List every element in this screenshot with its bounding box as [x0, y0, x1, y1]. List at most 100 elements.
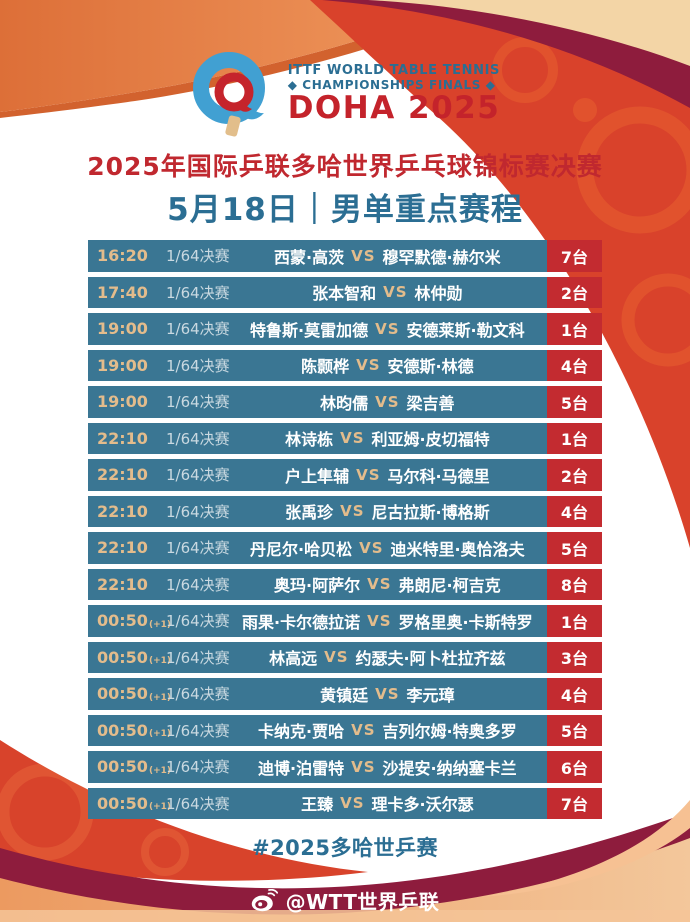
next-day-indicator: (+1): [149, 802, 172, 812]
match-time: 00:50: [97, 720, 148, 740]
player2-name: 沙提安·纳纳塞卡兰: [382, 758, 517, 778]
match-players: 迪博·泊雷特 VS 沙提安·纳纳塞卡兰: [230, 755, 545, 779]
match-players: 陈颢桦 VS 安德斯·林德: [230, 353, 545, 377]
schedule-row: 00:50 (+1) 1/64决赛 迪博·泊雷特 VS 沙提安·纳纳塞卡兰 6台: [88, 751, 602, 783]
match-round: 1/64决赛: [166, 429, 230, 448]
player2-name: 尼古拉斯·博格斯: [371, 503, 490, 523]
match-time: 19:00: [97, 319, 148, 339]
match-time: 22:10: [97, 465, 148, 485]
next-day-indicator: [149, 447, 166, 454]
next-day-indicator: [149, 338, 166, 345]
vs-label: VS: [367, 575, 392, 594]
player1-name: 陈颢桦: [301, 357, 350, 377]
vs-label: VS: [356, 356, 381, 375]
match-players: 黄镇廷 VS 李元璋: [230, 682, 545, 706]
match-players: 林昀儒 VS 梁吉善: [230, 390, 545, 414]
player2-name: 穆罕默德·赫尔米: [382, 247, 501, 267]
match-round: 1/64决赛: [166, 539, 230, 558]
next-day-indicator: [149, 411, 166, 418]
match-round: 1/64决赛: [166, 247, 230, 266]
table-number-badge: 1台: [547, 313, 602, 345]
table-number-badge: 2台: [547, 276, 602, 308]
match-players: 丹尼尔·哈贝松 VS 迪米特里·奥恰洛夫: [230, 536, 545, 560]
match-time: 22:10: [97, 538, 148, 558]
next-day-indicator: [149, 374, 166, 381]
table-number-badge: 5台: [547, 714, 602, 746]
match-players: 王臻 VS 理卡多·沃尔瑟: [230, 791, 545, 815]
schedule-row: 19:00 1/64决赛 林昀儒 VS 梁吉善 5台: [88, 386, 602, 418]
weibo-icon: [251, 889, 278, 912]
match-players: 特鲁斯·莫雷加德 VS 安德莱斯·勒文科: [230, 317, 545, 341]
match-time: 00:50: [97, 684, 148, 704]
next-day-indicator: (+1): [149, 765, 172, 776]
match-players: 林高远 VS 约瑟夫·阿卜杜拉齐兹: [230, 645, 545, 669]
vs-label: VS: [351, 721, 376, 740]
match-round: 1/64决赛: [166, 721, 230, 740]
next-day-indicator: [149, 484, 166, 491]
player1-name: 王臻: [301, 795, 334, 815]
next-day-indicator: (+1): [149, 692, 172, 703]
vs-label: VS: [340, 502, 365, 521]
match-round: 1/64决赛: [166, 283, 230, 302]
player2-name: 约瑟夫·阿卜杜拉齐兹: [355, 649, 506, 669]
match-time: 22:10: [97, 574, 148, 594]
player2-name: 利亚姆·皮切福特: [371, 430, 490, 450]
event-logo: ITTF WORLD TABLE TENNIS ◆ CHAMPIONSHIPS …: [0, 50, 690, 138]
next-day-indicator: [149, 265, 166, 272]
match-round: 1/64决赛: [166, 612, 230, 631]
vs-label: VS: [383, 283, 408, 302]
schedule-row: 22:10 1/64决赛 奥玛·阿萨尔 VS 弗朗尼·柯吉克 8台: [88, 568, 602, 600]
schedule-row: 19:00 1/64决赛 陈颢桦 VS 安德斯·林德 4台: [88, 349, 602, 381]
player1-name: 西蒙·高茨: [274, 247, 345, 267]
logo-text: ITTF WORLD TABLE TENNIS ◆ CHAMPIONSHIPS …: [288, 63, 501, 126]
vs-label: VS: [375, 684, 400, 703]
player1-name: 户上隼辅: [285, 466, 350, 486]
match-round: 1/64决赛: [166, 685, 230, 704]
schedule-row: 22:10 1/64决赛 丹尼尔·哈贝松 VS 迪米特里·奥恰洛夫 5台: [88, 532, 602, 564]
next-day-indicator: (+1): [149, 656, 172, 666]
match-time: 22:10: [97, 501, 148, 521]
player1-name: 林诗栋: [285, 430, 334, 450]
vs-label: VS: [340, 429, 365, 448]
logo-line1: ITTF WORLD TABLE TENNIS: [287, 62, 501, 78]
hashtag: #2025多哈世乒赛: [251, 836, 439, 860]
table-number-badge: 3台: [547, 641, 602, 673]
player1-name: 卡纳克·贾哈: [258, 722, 345, 742]
match-players: 雨果·卡尔德拉诺 VS 罗格里奥·卡斯特罗: [230, 609, 545, 633]
player1-name: 林昀儒: [320, 393, 369, 413]
vs-label: VS: [375, 392, 400, 411]
table-number-badge: 4台: [547, 495, 602, 527]
schedule-row: 22:10 1/64决赛 林诗栋 VS 利亚姆·皮切福特 1台: [88, 422, 602, 454]
vs-label: VS: [351, 757, 376, 776]
wttc-logo-mark: [192, 52, 265, 137]
match-time: 22:10: [97, 428, 148, 448]
schedule-row: 00:50 (+1) 1/64决赛 卡纳克·贾哈 VS 吉列尔姆·特奥多罗 5台: [88, 714, 602, 746]
match-time: 00:50: [97, 611, 148, 631]
player1-name: 雨果·卡尔德拉诺: [242, 612, 361, 632]
table-number-badge: 7台: [547, 787, 602, 819]
match-round: 1/64决赛: [166, 758, 230, 777]
player2-name: 安德斯·林德: [387, 357, 474, 377]
match-round: 1/64决赛: [166, 320, 230, 339]
match-time: 00:50: [97, 647, 148, 667]
player2-name: 梁吉善: [406, 393, 455, 413]
player1-name: 林高远: [269, 649, 318, 669]
vs-label: VS: [351, 246, 376, 265]
match-round: 1/64决赛: [166, 466, 230, 485]
match-time: 00:50: [97, 757, 148, 777]
match-round: 1/64决赛: [166, 575, 230, 594]
player2-name: 弗朗尼·柯吉克: [398, 576, 501, 596]
match-time: 19:00: [97, 355, 148, 375]
player2-name: 罗格里奥·卡斯特罗: [398, 612, 533, 632]
player1-name: 张本智和: [312, 284, 377, 304]
next-day-indicator: [149, 593, 166, 600]
page-subtitle: 5月18日｜男单重点赛程: [167, 192, 523, 228]
schedule-row: 16:20 1/64决赛 西蒙·高茨 VS 穆罕默德·赫尔米 7台: [88, 240, 602, 272]
match-round: 1/64决赛: [166, 502, 230, 521]
weibo-handle: @WTT世界乒联: [285, 890, 440, 914]
match-time: 19:00: [97, 392, 148, 412]
match-players: 西蒙·高茨 VS 穆罕默德·赫尔米: [230, 244, 545, 268]
schedule-row: 19:00 1/64决赛 特鲁斯·莫雷加德 VS 安德莱斯·勒文科 1台: [88, 313, 602, 345]
weibo-credit: @WTT世界乒联: [0, 886, 690, 915]
table-number-badge: 5台: [547, 532, 602, 564]
